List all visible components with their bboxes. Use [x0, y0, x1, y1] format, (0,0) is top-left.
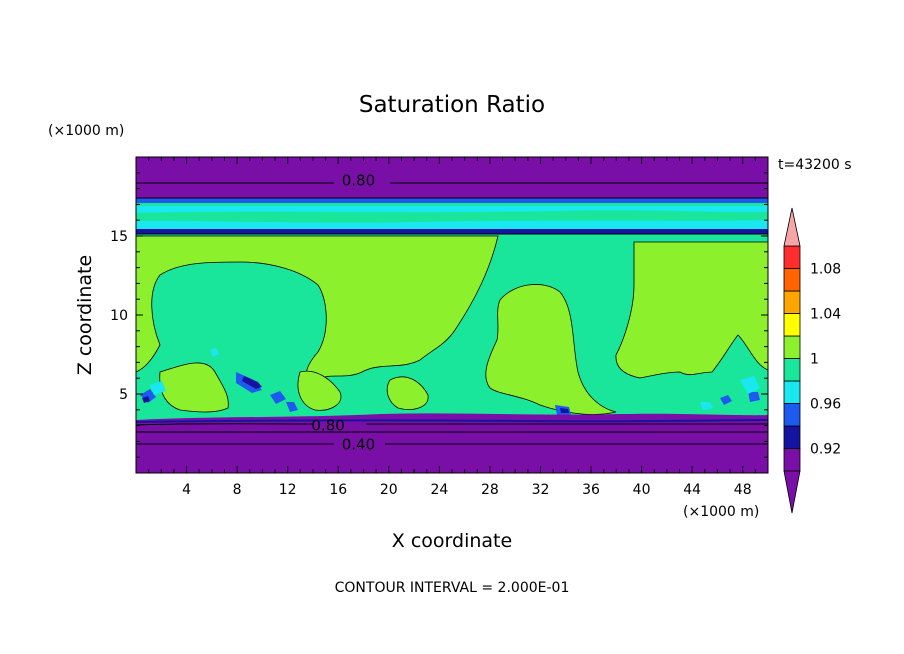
x-tick-label: 12 — [279, 482, 297, 498]
y-tick-label: 5 — [119, 387, 128, 403]
plume-center — [485, 284, 617, 415]
colorbar-tick-label: 1.04 — [810, 307, 841, 323]
colorbar-segment — [783, 425, 801, 449]
x-tick-label: 8 — [233, 482, 242, 498]
x-tick-label: 32 — [532, 482, 550, 498]
x-unit-label: (×1000 m) — [683, 504, 759, 520]
contour-label: 0.80 — [342, 172, 375, 190]
turbulence-speckles-navy — [142, 376, 569, 413]
y-axis-label: Z coordinate — [74, 255, 96, 375]
plume-left — [136, 235, 499, 382]
colorbar-segment — [783, 290, 801, 314]
plume-lower-mid2 — [386, 376, 429, 410]
plume-right — [615, 241, 768, 379]
x-tick-label: 48 — [734, 482, 752, 498]
colorbar-segment — [783, 380, 801, 404]
x-tick-label: 40 — [633, 482, 651, 498]
x-tick-label: 24 — [430, 482, 448, 498]
time-label: t=43200 s — [778, 157, 852, 173]
colorbar-over-triangle — [783, 207, 801, 247]
y-unit-label: (×1000 m) — [48, 123, 124, 139]
y-axis: 5 10 15 — [110, 172, 768, 458]
x-tick-label: 4 — [182, 482, 191, 498]
x-tick-label: 16 — [329, 482, 347, 498]
band-navy — [136, 229, 768, 234]
colorbar: 0.92 0.96 1 1.04 1.08 — [783, 207, 841, 514]
contour-lines — [136, 182, 768, 445]
turbulence-speckles-cyan — [150, 348, 760, 410]
x-tick-label: 20 — [380, 482, 398, 498]
x-axis-label: X coordinate — [392, 530, 512, 552]
colorbar-segment — [783, 335, 801, 359]
y-tick-label: 10 — [110, 308, 128, 324]
colorbar-segment — [783, 403, 801, 427]
x-tick-label: 28 — [481, 482, 499, 498]
colorbar-tick-label: 0.96 — [810, 397, 841, 413]
contour-label: 0.80 — [311, 417, 344, 435]
plume-lower-left — [159, 362, 229, 413]
band-green — [136, 203, 768, 207]
x-axis: 4 8 12 16 20 24 28 32 36 40 44 48 — [148, 157, 756, 498]
contour-080-lower — [136, 423, 768, 426]
colorbar-segment — [783, 358, 801, 382]
colorbar-under-triangle — [783, 470, 801, 514]
field-plot — [136, 157, 768, 473]
x-tick-label: 44 — [683, 482, 701, 498]
colorbar-segment — [783, 245, 801, 269]
colorbar-segment — [783, 268, 801, 292]
lower-dry-layer — [136, 413, 768, 473]
chart-title: Saturation Ratio — [359, 92, 545, 118]
colorbar-tick-label: 1.08 — [810, 262, 841, 278]
band-green-streak — [136, 210, 768, 223]
colorbar-tick-label: 0.92 — [810, 442, 841, 458]
contour-label: 0.40 — [342, 436, 375, 454]
colorbar-segment — [783, 448, 801, 472]
colorbar-tick-label: 1 — [810, 352, 819, 368]
band-blue-top — [136, 198, 768, 204]
contour-interval-note: CONTOUR INTERVAL = 2.000E-01 — [335, 580, 570, 596]
y-tick-label: 15 — [110, 229, 128, 245]
supersaturated-regions — [136, 235, 768, 415]
x-tick-label: 36 — [582, 482, 600, 498]
colorbar-segment — [783, 313, 801, 337]
cloud-base-edge — [136, 419, 768, 423]
plume-lower-mid — [297, 370, 342, 411]
